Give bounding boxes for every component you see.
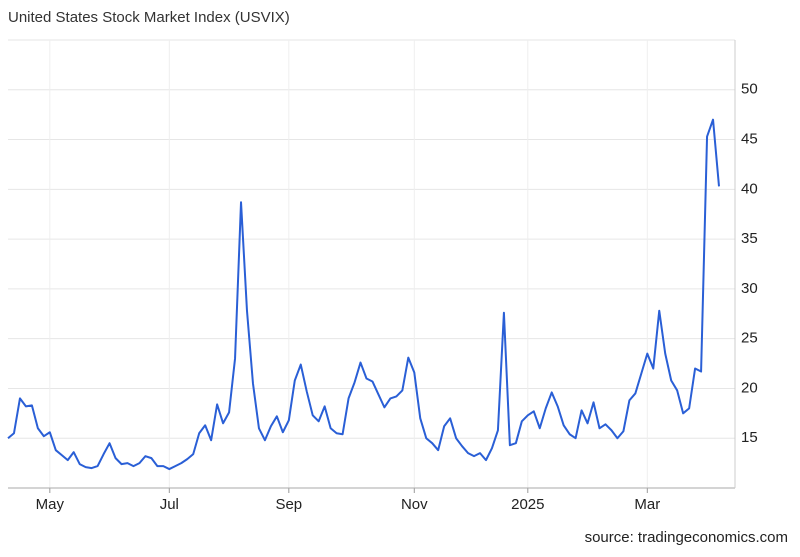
y-tick-label: 20 — [741, 379, 758, 396]
y-tick-label: 25 — [741, 330, 758, 347]
y-tick-label: 15 — [741, 429, 758, 446]
y-tick-label: 45 — [741, 131, 758, 148]
x-tick-label: Nov — [401, 496, 428, 513]
source: source: tradingeconomics.com — [585, 529, 788, 546]
x-tick-label: Jul — [160, 496, 179, 513]
line-series — [7, 118, 720, 471]
y-tick-label: 30 — [741, 280, 758, 297]
chart-title: United States Stock Market Index (USVIX) — [8, 9, 290, 26]
x-tick-label: Sep — [275, 496, 302, 513]
x-tick-label: Mar — [634, 496, 660, 513]
y-tick-label: 40 — [741, 180, 758, 197]
x-tick-label: May — [36, 496, 65, 513]
x-tick-label: 2025 — [511, 496, 544, 513]
y-tick-label: 35 — [741, 230, 758, 247]
y-tick-label: 50 — [741, 81, 758, 98]
